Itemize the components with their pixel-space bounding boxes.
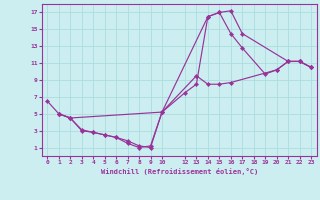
X-axis label: Windchill (Refroidissement éolien,°C): Windchill (Refroidissement éolien,°C) — [100, 168, 258, 175]
